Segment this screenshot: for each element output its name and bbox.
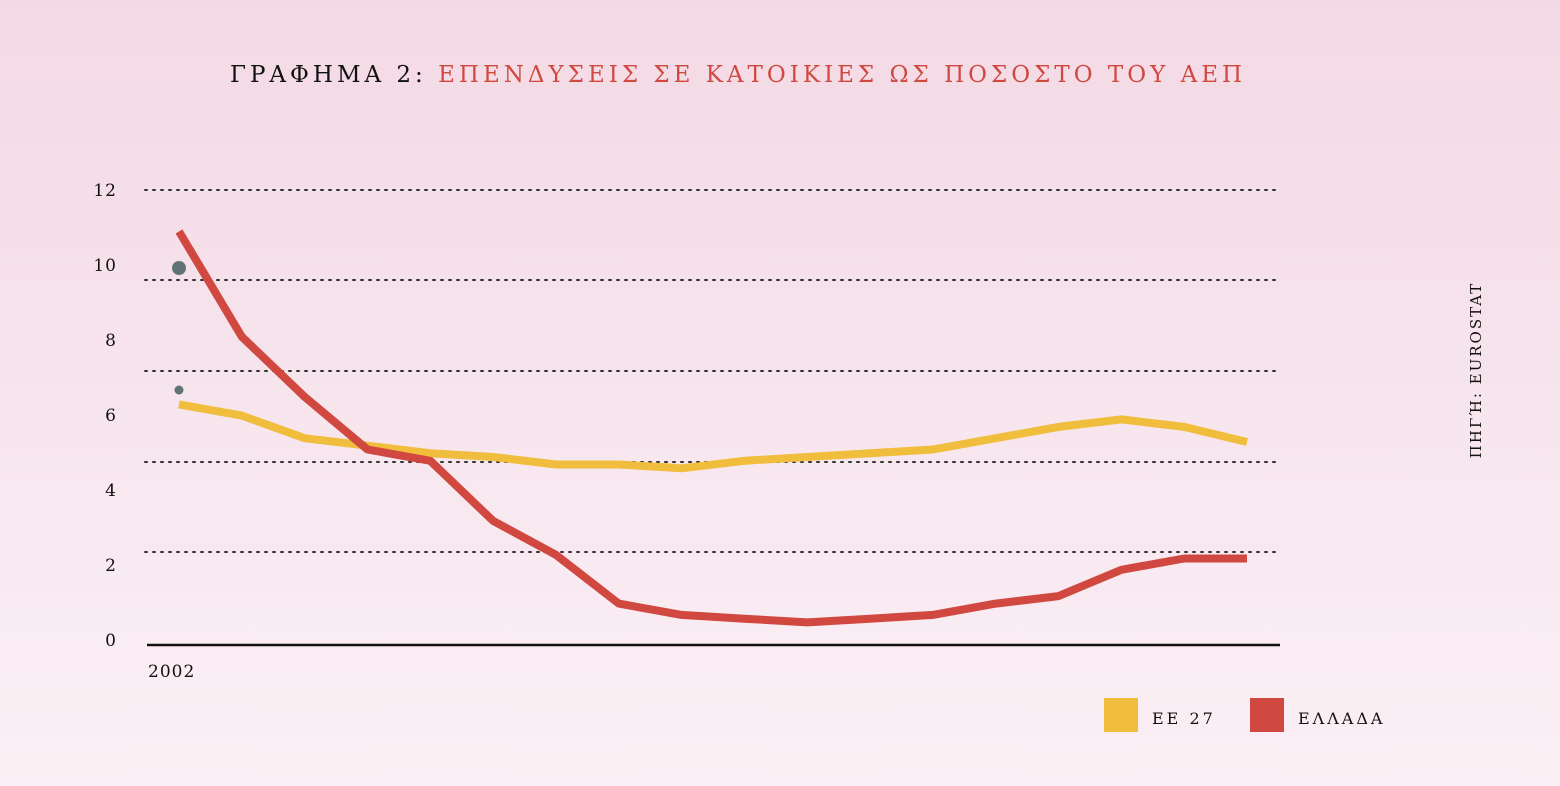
data-point-eu27 — [238, 412, 246, 420]
legend-label-eu27: ΕΕ 27 — [1152, 709, 1216, 728]
series-line-eu27 — [178, 400, 1248, 473]
data-point-greece — [678, 611, 686, 619]
series-line-greece — [175, 229, 1247, 627]
y-axis-ticks: 0 2 4 6 8 10 12 — [93, 181, 117, 651]
x-axis: 2002 — [147, 643, 1280, 682]
source-note: ΠΗΓΉ: EUROSTAT — [1467, 281, 1485, 459]
data-point-greece — [992, 600, 1000, 608]
decorative-dots — [172, 261, 186, 395]
chart-title-prefix: ΓΡΑΦΗΜΑ 2: — [230, 62, 427, 88]
data-point-greece — [1055, 592, 1063, 600]
data-point-greece — [929, 611, 937, 619]
y-tick-label: 12 — [93, 181, 117, 201]
x-tick-label: 2002 — [148, 662, 195, 682]
chart-title: ΓΡΑΦΗΜΑ 2: ΕΠΕΝΔΥΣΕΙΣ ΣΕ ΚΑΤΟΙΚΙΕΣ ΩΣ ΠΟ… — [230, 62, 1246, 88]
data-point-eu27 — [803, 453, 811, 461]
y-tick-label: 10 — [93, 256, 117, 276]
series-lines — [175, 227, 1251, 627]
data-point-eu27 — [678, 464, 686, 472]
data-point-eu27 — [1117, 415, 1125, 423]
data-point-eu27 — [992, 434, 1000, 442]
data-point-eu27 — [615, 461, 623, 469]
chart-title-main: ΕΠΕΝΔΥΣΕΙΣ ΣΕ ΚΑΤΟΙΚΙΕΣ ΩΣ ΠΟΣΟΣΤΟ ΤΟΥ Α… — [438, 62, 1247, 88]
y-tick-label: 4 — [105, 481, 117, 501]
data-point-eu27 — [175, 400, 183, 408]
data-point-greece — [740, 615, 748, 623]
data-point-greece — [1117, 566, 1125, 574]
data-point-eu27 — [552, 461, 560, 469]
data-point-greece — [615, 600, 623, 608]
y-tick-label: 0 — [105, 631, 117, 651]
data-point-eu27 — [1055, 423, 1063, 431]
data-point-eu27 — [740, 457, 748, 465]
data-point-greece — [175, 227, 183, 235]
data-point-eu27 — [489, 453, 497, 461]
data-point-greece — [1243, 555, 1251, 563]
data-point-greece — [803, 618, 811, 626]
data-point-greece — [489, 517, 497, 525]
data-point-greece — [301, 393, 309, 401]
legend-swatch-eu27 — [1104, 698, 1138, 732]
data-point-greece — [866, 615, 874, 623]
data-point-eu27 — [301, 434, 309, 442]
marker-dot-large — [172, 261, 186, 275]
data-point-eu27 — [1243, 438, 1251, 446]
data-point-eu27 — [1180, 423, 1188, 431]
y-tick-label: 2 — [105, 556, 117, 576]
data-point-greece — [552, 551, 560, 559]
data-point-greece — [238, 333, 246, 341]
y-tick-label: 6 — [105, 406, 117, 426]
data-point-eu27 — [426, 449, 434, 457]
legend-label-greece: ΕΛΛΑΔΑ — [1298, 709, 1386, 728]
data-point-greece — [1180, 555, 1188, 563]
data-point-eu27 — [929, 446, 937, 454]
marker-dot-small — [174, 385, 184, 395]
y-tick-label: 8 — [105, 331, 117, 351]
data-point-greece — [426, 457, 434, 465]
data-point-greece — [364, 446, 372, 454]
grid-lines — [144, 189, 1281, 553]
legend-swatch-greece — [1250, 698, 1284, 732]
data-point-eu27 — [866, 449, 874, 457]
